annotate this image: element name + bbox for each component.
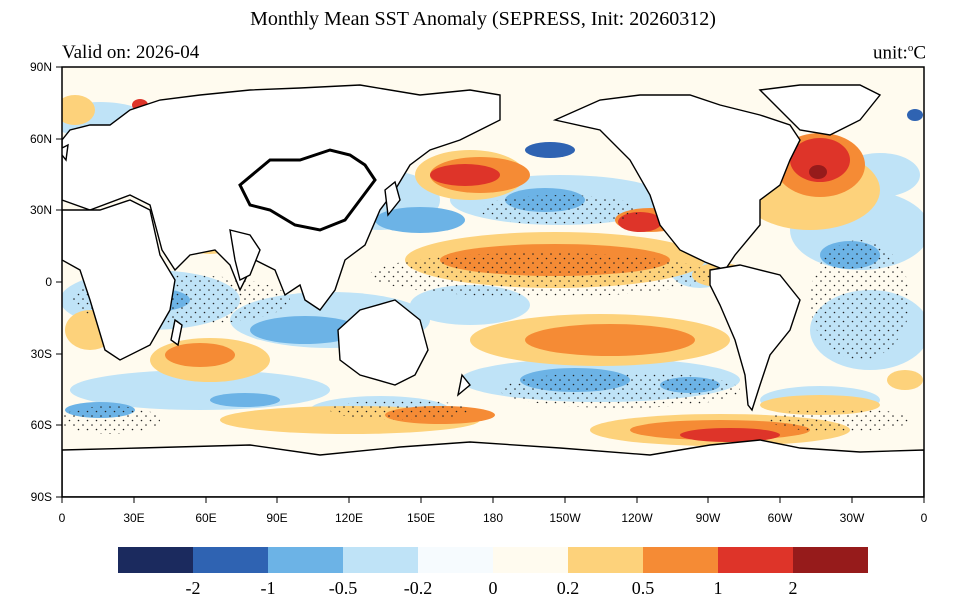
x-tick-label: 150W [549, 511, 581, 525]
colorbar-swatch [418, 547, 493, 573]
colorbar-labels: -2 -1 -0.5 -0.2 0 0.2 0.5 1 2 [186, 578, 798, 598]
y-tick-label: 30N [30, 203, 52, 217]
x-tick-label: 90E [266, 511, 287, 525]
eurasia [62, 84, 501, 311]
colorbar-swatch [493, 547, 568, 573]
china-boundary [238, 148, 377, 232]
y-tick-label: 0 [45, 275, 52, 289]
colorbar-swatch [118, 547, 193, 573]
y-axis-labels: 90N 60N 30N 0 30S 60S 90S [30, 60, 52, 504]
colorbar-swatch [793, 547, 868, 573]
colorbar [118, 547, 868, 573]
colorbar-swatch [643, 547, 718, 573]
colorbar-swatch [343, 547, 418, 573]
colorbar-label: -1 [261, 578, 276, 598]
x-tick-label: 0 [59, 511, 66, 525]
british-isles [62, 143, 69, 162]
y-tick-label: 90N [30, 60, 52, 74]
colorbar-label: -0.5 [329, 578, 358, 598]
colorbar-swatch [568, 547, 643, 573]
y-tick-label: 90S [31, 490, 52, 504]
x-tick-label: 180 [483, 511, 503, 525]
continents [62, 84, 924, 497]
greenland [758, 84, 882, 136]
strong-positive-anomaly-areas [132, 99, 850, 442]
valid-date-label: Valid on: 2026-04 [62, 42, 200, 63]
map-title: Monthly Mean SST Anomaly (SEPRESS, Init:… [250, 8, 716, 30]
madagascar [170, 318, 183, 347]
x-tick-label: 60E [195, 511, 216, 525]
very-strong-positive-anomaly-areas [809, 165, 827, 179]
north-america [552, 94, 801, 271]
x-tick-marks [61, 497, 925, 503]
x-tick-label: 30W [840, 511, 865, 525]
x-tick-label: 0 [921, 511, 928, 525]
colorbar-swatch [268, 547, 343, 573]
africa [62, 199, 176, 361]
colorbar-label: 0 [489, 578, 498, 598]
india [229, 229, 261, 282]
colorbar-label: 1 [714, 578, 723, 598]
colorbar-label: -0.2 [404, 578, 433, 598]
japan [384, 180, 401, 217]
south-america [709, 264, 801, 412]
unit-label: unit:oC [872, 42, 926, 64]
colorbar-label: -2 [186, 578, 201, 598]
antarctica [62, 439, 924, 497]
x-axis-labels: 0 30E 60E 90E 120E 150E 180 150W 120W 90… [59, 511, 928, 525]
x-tick-label: 120E [335, 511, 363, 525]
x-tick-label: 30E [123, 511, 144, 525]
y-tick-marks [56, 66, 62, 498]
new-zealand [456, 373, 471, 397]
colorbar-label: 2 [789, 578, 798, 598]
x-tick-label: 90W [696, 511, 721, 525]
colorbar-label: 0.2 [557, 578, 580, 598]
australia [337, 299, 429, 386]
y-tick-label: 60N [30, 132, 52, 146]
sst-anomaly-field [62, 67, 924, 497]
x-tick-label: 60W [768, 511, 793, 525]
colorbar-label: 0.5 [632, 578, 655, 598]
y-tick-label: 60S [31, 418, 52, 432]
x-tick-label: 120W [621, 511, 653, 525]
colorbar-swatch [193, 547, 268, 573]
x-tick-label: 150E [407, 511, 435, 525]
y-tick-label: 30S [31, 347, 52, 361]
colorbar-swatch [718, 547, 793, 573]
